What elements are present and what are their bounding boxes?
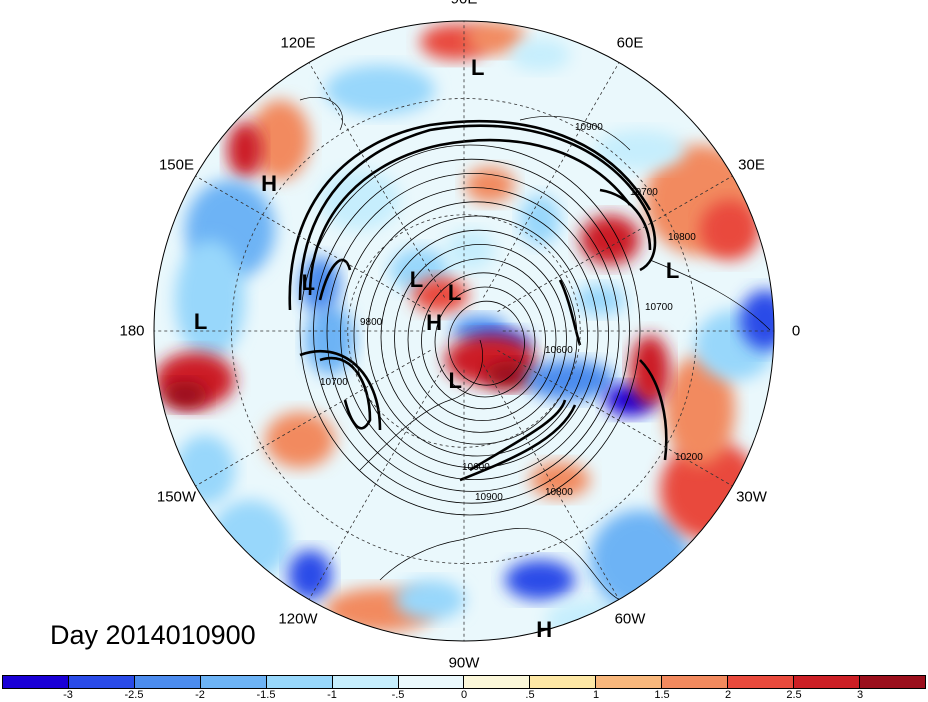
colorbar-swatch	[332, 676, 399, 688]
colorbar-swatch	[596, 676, 663, 688]
colorbar-ticks: -3 -2.5 -2 -1.5 -1 -.5 0 .5 1 1.5 2 2.5 3	[2, 689, 926, 702]
colorbar-swatch	[134, 676, 201, 688]
colorbar-swatch	[794, 676, 860, 688]
colorbar-swatch	[530, 676, 597, 688]
longitude-label: 90W	[448, 654, 480, 672]
contour-label: 10800	[545, 487, 573, 498]
graticule	[154, 21, 774, 641]
low-pressure-center: L	[665, 258, 680, 284]
colorbar-swatch	[3, 676, 69, 688]
low-pressure-center: L	[471, 54, 485, 80]
low-pressure-center: L	[193, 308, 208, 334]
colorbar-tick-label: 2	[724, 689, 732, 701]
colorbar-tick-label: 1.5	[654, 689, 670, 701]
colorbar-swatch	[200, 676, 267, 688]
colorbar-swatch	[728, 676, 795, 688]
longitude-label: 150W	[156, 488, 197, 506]
high-pressure-center: H	[261, 171, 277, 197]
longitude-label: 120W	[278, 610, 318, 628]
colorbar-tick-label: -.5	[391, 689, 405, 701]
contour-label: 10700	[320, 377, 348, 388]
contour-label: 10800	[668, 232, 696, 243]
colorbar-swatch	[68, 676, 135, 688]
contour-label: 10900	[475, 492, 503, 503]
longitude-label: 0	[791, 322, 801, 340]
contour-label: 10700	[645, 302, 673, 313]
longitude-label: 30E	[738, 156, 765, 174]
high-pressure-center: H	[536, 617, 553, 643]
low-pressure-center: L	[301, 270, 316, 296]
colorbar-swatch	[662, 676, 729, 688]
longitude-label: 90E	[451, 0, 478, 8]
colorbar-tick-label: -1	[327, 689, 337, 701]
colorbar-tick-label: -3	[63, 689, 73, 701]
high-pressure-center: H	[426, 309, 442, 335]
contour-label: 10900	[575, 122, 603, 133]
longitude-label: 60W	[614, 610, 646, 628]
colorbar-tick-label: -1.5	[256, 689, 276, 701]
colorbar-swatch	[859, 676, 925, 688]
contour-label: 10600	[462, 462, 490, 473]
longitude-label: 60E	[616, 34, 644, 52]
colorbar-tick-label: 3	[856, 689, 864, 701]
longitude-label: 180	[119, 322, 145, 340]
low-pressure-center: L	[447, 280, 462, 306]
colorbar-tick-label: 2.5	[786, 689, 802, 701]
colorbar-tick-label: 1	[592, 689, 600, 701]
longitude-label: 150E	[158, 156, 194, 174]
colorbar-tick-label: -2.5	[124, 689, 144, 701]
low-pressure-center: L	[448, 367, 462, 393]
colorbar-swatch	[464, 676, 531, 688]
longitude-label: 30W	[736, 488, 767, 506]
colorbar-tick-label: -2	[195, 689, 205, 701]
contour-label: 10700	[630, 187, 658, 198]
colorbar-swatch	[398, 676, 465, 688]
contour-label: 10600	[545, 345, 573, 356]
colorbar-tick-label: 0	[460, 689, 468, 701]
longitude-label: 120E	[280, 34, 316, 52]
contour-label: 10200	[675, 452, 703, 463]
map-border	[153, 20, 775, 642]
colorbar	[2, 675, 926, 689]
colorbar-swatch	[266, 676, 333, 688]
contour-label: 9800	[360, 317, 383, 328]
date-title: Day 2014010900	[50, 620, 256, 650]
coastlines	[299, 97, 771, 601]
colorbar-tick-label: .5	[525, 689, 535, 701]
low-pressure-center: L	[409, 266, 424, 292]
